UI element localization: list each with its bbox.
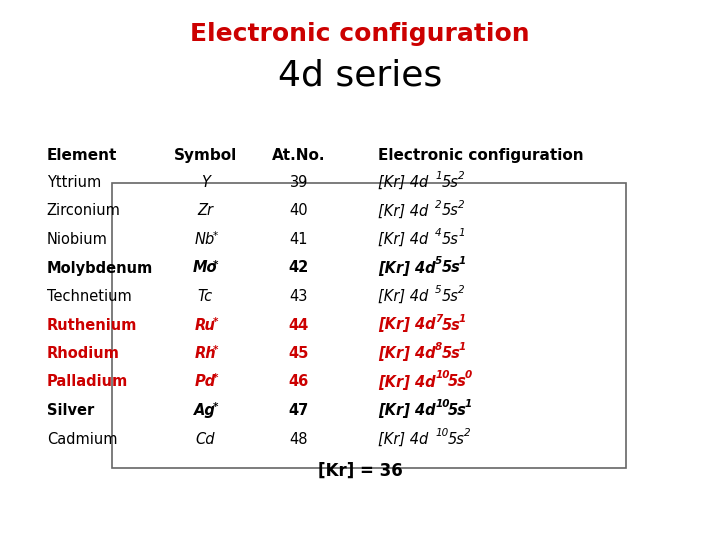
Text: 10: 10 — [435, 428, 449, 437]
Text: Cd: Cd — [195, 431, 215, 447]
Text: 5s: 5s — [442, 260, 461, 275]
Text: 7: 7 — [435, 314, 442, 323]
Text: 5s: 5s — [442, 175, 459, 190]
Text: 41: 41 — [289, 232, 308, 247]
Text: 5s: 5s — [442, 346, 461, 361]
Text: 2: 2 — [459, 171, 465, 181]
Text: Niobium: Niobium — [47, 232, 108, 247]
Text: Technetium: Technetium — [47, 289, 132, 304]
Text: 2: 2 — [464, 428, 471, 437]
Text: 5: 5 — [435, 256, 442, 267]
Text: [Kr] 4d: [Kr] 4d — [378, 260, 436, 275]
Text: Tc: Tc — [197, 289, 213, 304]
Text: Nb: Nb — [195, 232, 215, 247]
Text: 45: 45 — [289, 346, 309, 361]
FancyBboxPatch shape — [112, 183, 626, 468]
Text: Element: Element — [47, 148, 117, 163]
Text: Ag: Ag — [194, 403, 216, 418]
Text: 10: 10 — [435, 370, 450, 381]
Text: 5s: 5s — [442, 204, 459, 219]
Text: 46: 46 — [289, 375, 309, 389]
Text: 44: 44 — [289, 318, 309, 333]
Text: 1: 1 — [459, 342, 466, 352]
Text: 40: 40 — [289, 204, 308, 219]
Text: 2: 2 — [435, 199, 442, 210]
Text: 1: 1 — [435, 171, 442, 181]
Text: 4d series: 4d series — [278, 58, 442, 92]
Text: [Kr] 4d: [Kr] 4d — [378, 375, 436, 389]
Text: 8: 8 — [435, 342, 442, 352]
Text: Silver: Silver — [47, 403, 94, 418]
Text: [Kr] = 36: [Kr] = 36 — [318, 462, 402, 480]
Text: 43: 43 — [289, 289, 308, 304]
Text: 5s: 5s — [442, 232, 459, 247]
Text: Rh: Rh — [194, 346, 216, 361]
Text: [Kr] 4d: [Kr] 4d — [378, 346, 436, 361]
Text: Electronic configuration: Electronic configuration — [190, 22, 530, 46]
Text: *: * — [213, 316, 218, 327]
Text: [Kr] 4d: [Kr] 4d — [378, 289, 428, 304]
Text: *: * — [213, 345, 218, 355]
Text: [Kr] 4d: [Kr] 4d — [378, 175, 428, 190]
Text: [Kr] 4d: [Kr] 4d — [378, 431, 428, 447]
Text: 39: 39 — [289, 175, 308, 190]
Text: Ruthenium: Ruthenium — [47, 318, 138, 333]
Text: Symbol: Symbol — [174, 148, 237, 163]
Text: Palladium: Palladium — [47, 375, 128, 389]
Text: 4: 4 — [435, 228, 442, 238]
Text: Mo: Mo — [193, 260, 217, 275]
Text: 5s: 5s — [442, 289, 459, 304]
Text: Molybdenum: Molybdenum — [47, 260, 153, 275]
Text: 5s: 5s — [442, 318, 461, 333]
Text: 1: 1 — [459, 314, 466, 323]
Text: [Kr] 4d: [Kr] 4d — [378, 204, 428, 219]
Text: [Kr] 4d: [Kr] 4d — [378, 403, 436, 418]
Text: 1: 1 — [459, 256, 466, 267]
Text: [Kr] 4d: [Kr] 4d — [378, 318, 436, 333]
Text: 5: 5 — [435, 285, 442, 295]
Text: 10: 10 — [435, 399, 450, 409]
Text: Rhodium: Rhodium — [47, 346, 120, 361]
Text: 2: 2 — [459, 199, 465, 210]
Text: *: * — [213, 374, 218, 383]
Text: *: * — [213, 260, 218, 269]
Text: 5s: 5s — [448, 431, 464, 447]
Text: 42: 42 — [289, 260, 309, 275]
Text: *: * — [213, 231, 218, 241]
Text: At.No.: At.No. — [272, 148, 325, 163]
Text: 1: 1 — [464, 399, 472, 409]
Text: Y: Y — [201, 175, 210, 190]
Text: 5s: 5s — [448, 403, 467, 418]
Text: Electronic configuration: Electronic configuration — [378, 148, 584, 163]
Text: 5s: 5s — [448, 375, 467, 389]
Text: 2: 2 — [459, 285, 465, 295]
Text: *: * — [213, 402, 218, 412]
Text: Zr: Zr — [197, 204, 213, 219]
Text: Zirconium: Zirconium — [47, 204, 121, 219]
Text: Pd: Pd — [194, 375, 216, 389]
Text: Yttrium: Yttrium — [47, 175, 101, 190]
Text: Cadmium: Cadmium — [47, 431, 117, 447]
Text: 48: 48 — [289, 431, 308, 447]
Text: 47: 47 — [289, 403, 309, 418]
Text: Ru: Ru — [195, 318, 215, 333]
Text: 1: 1 — [459, 228, 465, 238]
Text: [Kr] 4d: [Kr] 4d — [378, 232, 428, 247]
Text: 0: 0 — [464, 370, 472, 381]
